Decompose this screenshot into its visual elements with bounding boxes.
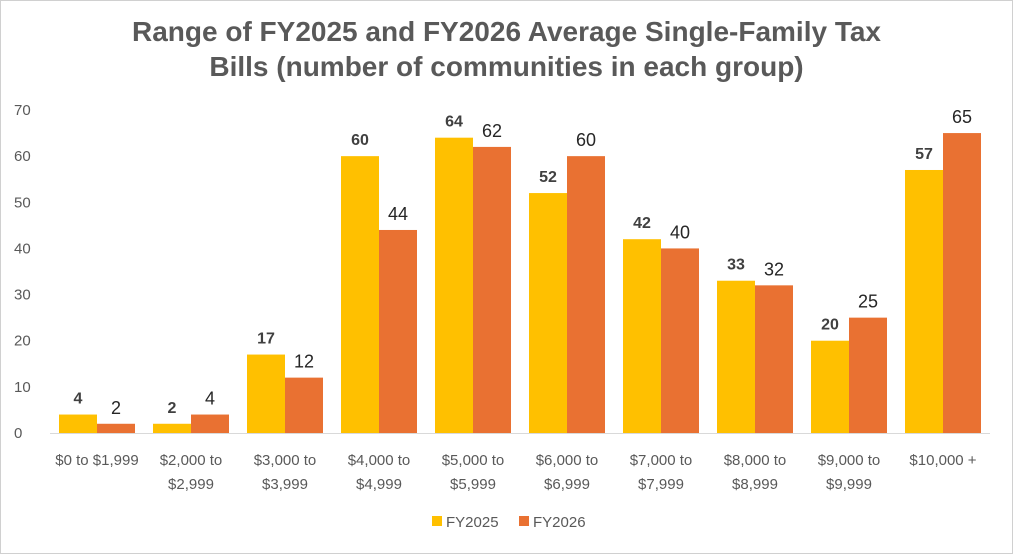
data-label-fy2026: 40 [670, 222, 690, 242]
data-label-fy2026: 44 [388, 204, 408, 224]
legend-swatch-fy2025 [432, 516, 442, 526]
chart-title: Range of FY2025 and FY2026 Average Singl… [0, 14, 1013, 84]
bar-fy2026 [97, 423, 135, 433]
x-tick-label: $3,999 [262, 476, 308, 493]
x-tick-label: $7,999 [638, 476, 684, 493]
y-tick-label: 0 [14, 425, 22, 442]
bar-fy2026 [755, 285, 793, 433]
bar-fy2026 [191, 414, 229, 433]
bar-fy2026 [567, 156, 605, 433]
bar-fy2025 [905, 169, 943, 433]
x-tick-label: $5,000 to [442, 452, 505, 469]
chart-title-line-1: Range of FY2025 and FY2026 Average Singl… [131, 16, 881, 47]
data-label-fy2026: 2 [111, 398, 121, 418]
data-label-fy2026: 25 [858, 292, 878, 312]
bar-fy2025 [435, 137, 473, 433]
data-label-fy2025: 2 [168, 400, 177, 417]
data-label-fy2026: 32 [764, 259, 784, 279]
bar-fy2025 [529, 193, 567, 433]
data-label-fy2025: 17 [257, 331, 275, 348]
x-tick-label: $4,000 to [348, 452, 411, 469]
bar-fy2026 [473, 146, 511, 433]
x-tick-label: $5,999 [450, 476, 496, 493]
y-tick-label: 30 [14, 287, 31, 304]
data-label-fy2025: 52 [539, 169, 557, 186]
bar-fy2025 [811, 340, 849, 433]
data-label-fy2025: 64 [445, 114, 463, 131]
bar-fy2025 [341, 156, 379, 433]
legend-swatch-fy2026 [519, 516, 529, 526]
bar-fy2026 [285, 377, 323, 433]
bar-fy2025 [153, 423, 191, 433]
x-tick-label: $8,999 [732, 476, 778, 493]
legend-label-fy2025: FY2025 [446, 514, 499, 531]
data-label-fy2025: 20 [821, 317, 839, 334]
bar-fy2026 [849, 317, 887, 433]
bar-fy2025 [247, 354, 285, 433]
bar-fy2025 [623, 239, 661, 433]
data-label-fy2026: 12 [294, 352, 314, 372]
data-label-fy2026: 65 [952, 107, 972, 127]
y-tick-label: 10 [14, 379, 31, 396]
x-tick-label: $3,000 to [254, 452, 317, 469]
data-label-fy2026: 60 [576, 130, 596, 150]
x-tick-label: $0 to $1,999 [55, 452, 138, 469]
chart-title-line-2: Bills (number of communities in each gro… [209, 51, 804, 82]
data-label-fy2026: 4 [205, 389, 215, 409]
x-tick-label: $4,999 [356, 476, 402, 493]
x-tick-label: $8,000 to [724, 452, 787, 469]
data-label-fy2025: 4 [74, 391, 83, 408]
x-tick-label: $7,000 to [630, 452, 693, 469]
x-tick-label: $2,000 to [160, 452, 223, 469]
data-label-fy2025: 42 [633, 215, 651, 232]
x-tick-label: $6,000 to [536, 452, 599, 469]
y-tick-label: 70 [14, 102, 31, 119]
x-tick-label: $9,999 [826, 476, 872, 493]
data-label-fy2025: 33 [727, 257, 745, 274]
data-label-fy2025: 57 [915, 146, 933, 163]
x-tick-label: $2,999 [168, 476, 214, 493]
y-tick-label: 50 [14, 194, 31, 211]
bar-fy2026 [379, 229, 417, 433]
bar-fy2025 [59, 414, 97, 433]
data-label-fy2026: 62 [482, 121, 502, 141]
x-tick-label: $9,000 to [818, 452, 881, 469]
legend-label-fy2026: FY2026 [533, 514, 586, 531]
x-tick-label: $10,000 + [909, 452, 976, 469]
bar-fy2026 [943, 133, 981, 434]
bar-fy2026 [661, 248, 699, 433]
bar-fy2025 [717, 280, 755, 433]
y-tick-label: 40 [14, 240, 31, 257]
y-tick-label: 20 [14, 333, 31, 350]
x-tick-label: $6,999 [544, 476, 590, 493]
y-tick-label: 60 [14, 148, 31, 165]
data-label-fy2025: 60 [351, 132, 369, 149]
